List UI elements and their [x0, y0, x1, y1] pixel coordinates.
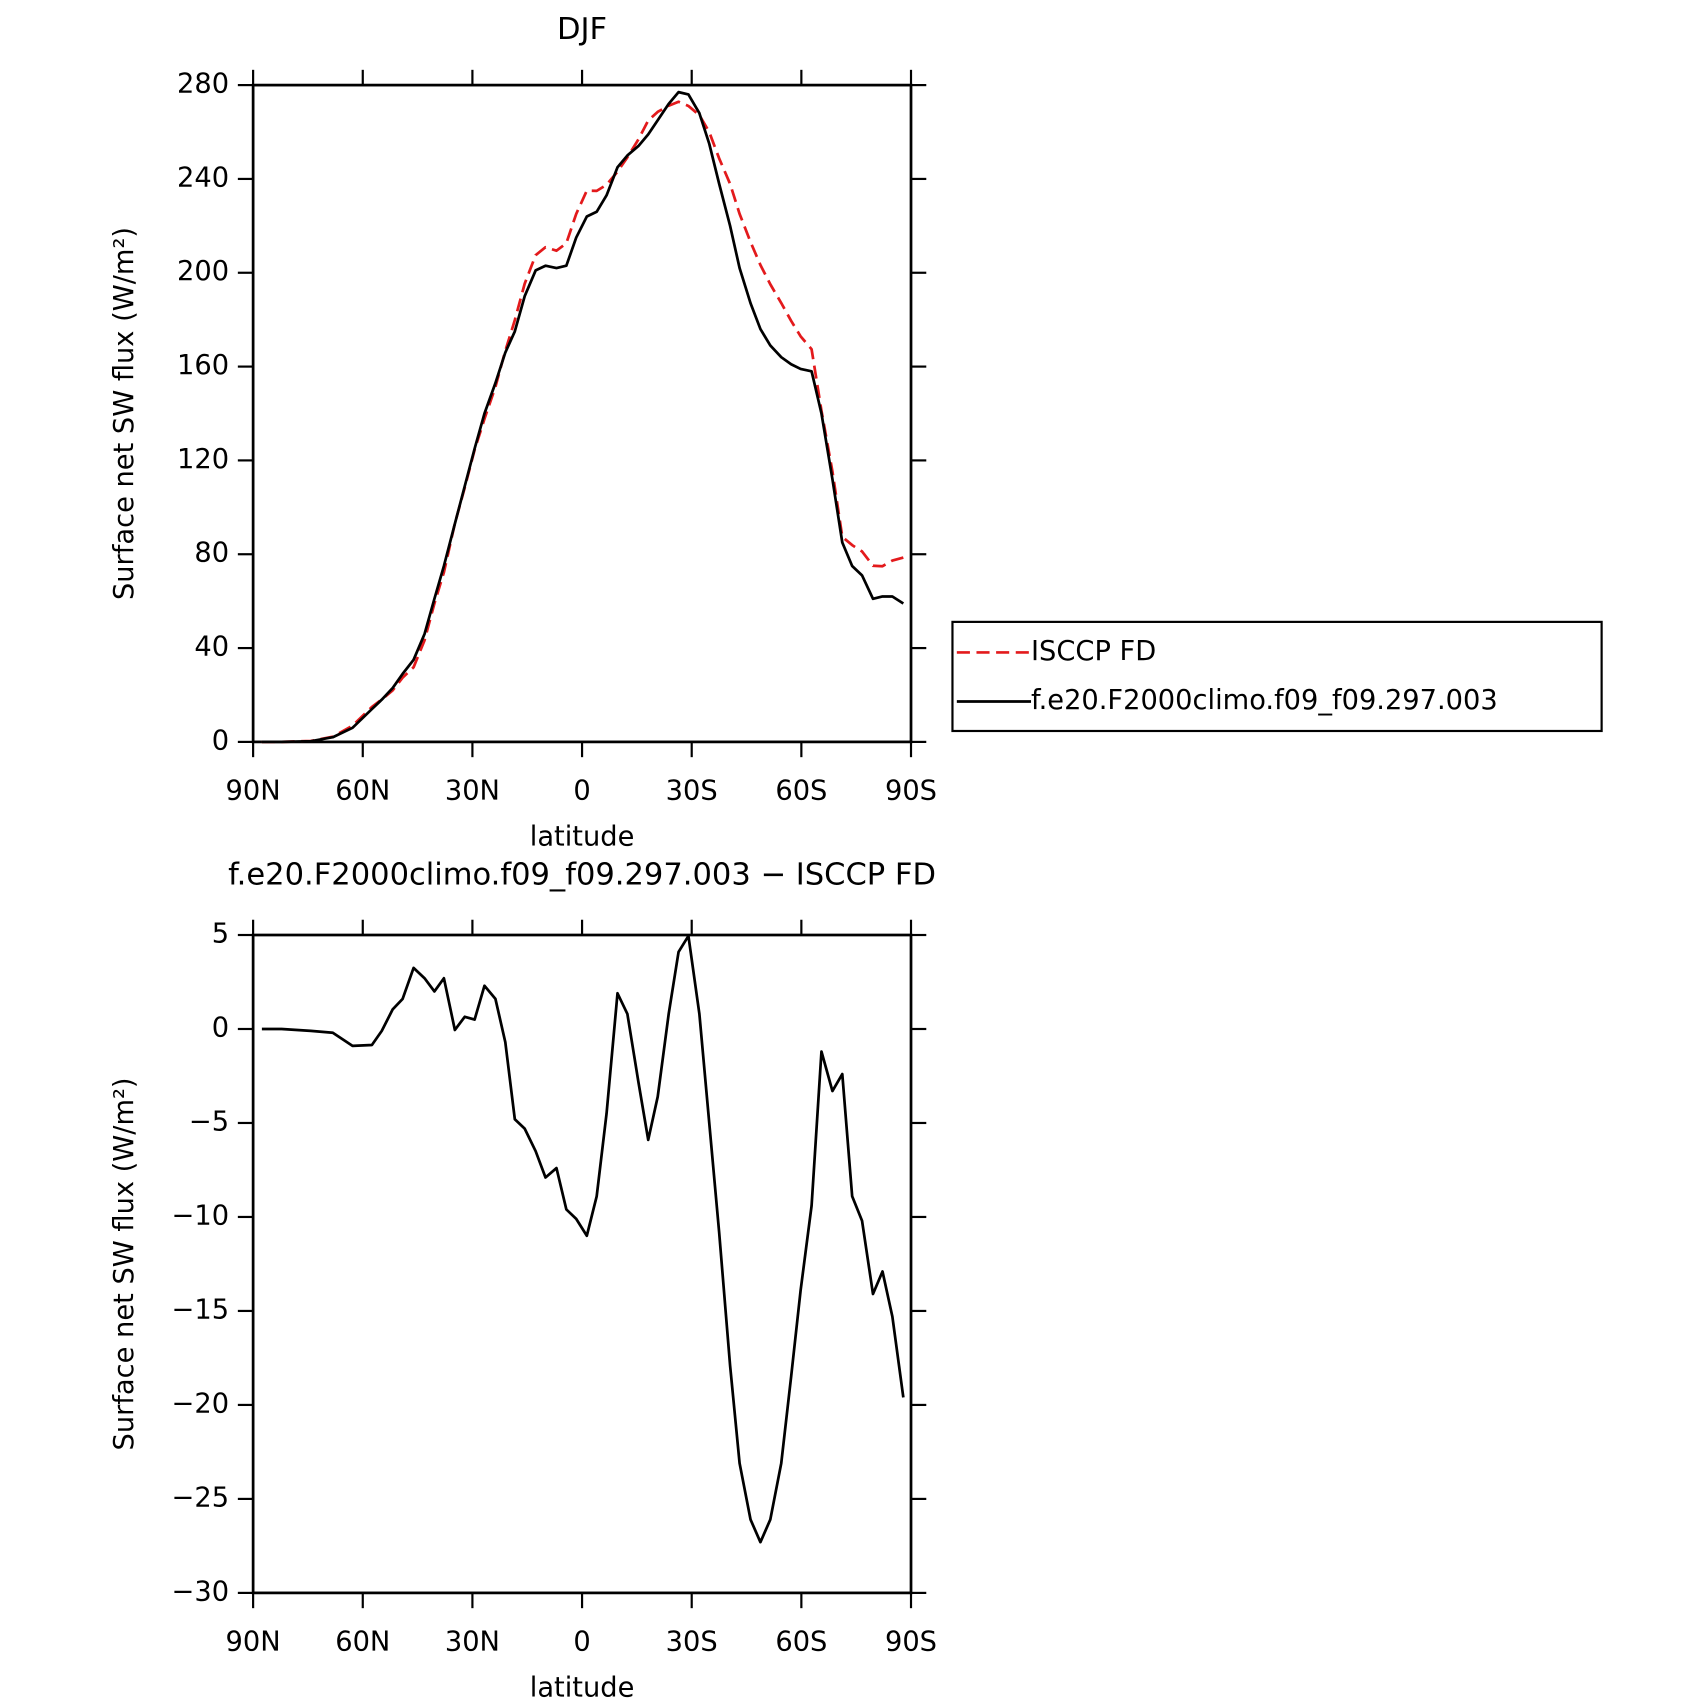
x-tick-label: 60N	[335, 776, 390, 807]
y-tick-label: −25	[172, 1482, 230, 1513]
y-tick-label: 40	[194, 632, 229, 663]
x-tick-label: 30N	[445, 776, 500, 807]
plot-frame	[251, 933, 913, 1595]
y-tick-label: 160	[177, 350, 229, 381]
chart-title: f.e20.F2000climo.f09_f09.297.003 − ISCCP…	[228, 858, 936, 893]
y-tick-label: −5	[189, 1106, 229, 1137]
y-tick-label: 0	[212, 725, 229, 756]
legend-label: ISCCP FD	[1031, 636, 1156, 667]
data-line	[261, 100, 904, 744]
data-line	[261, 934, 905, 1544]
chart-title: DJF	[557, 12, 607, 47]
x-axis-label: latitude	[530, 1672, 635, 1702]
x-tick-label: 90N	[226, 776, 281, 807]
x-tick-label: 60S	[775, 1627, 827, 1658]
x-tick-label: 0	[573, 776, 590, 807]
x-tick-label: 30S	[666, 1627, 718, 1658]
x-tick-label: 90S	[885, 776, 937, 807]
x-tick-label: 0	[573, 1627, 590, 1658]
x-tick-label: 90S	[885, 1627, 937, 1658]
y-tick-label: 240	[177, 162, 229, 193]
y-axis-label: Surface net SW flux (W/m²)	[109, 227, 140, 600]
plot-frame	[251, 83, 913, 744]
y-tick-label: 280	[177, 69, 229, 100]
y-tick-label: −20	[172, 1388, 230, 1419]
data-line	[261, 90, 905, 744]
x-axis-label: latitude	[530, 821, 635, 852]
legend-box	[951, 620, 1603, 733]
y-tick-label: 200	[177, 256, 229, 287]
y-axis-label: Surface net SW flux (W/m²)	[109, 1077, 140, 1450]
y-tick-label: −30	[172, 1576, 230, 1607]
x-tick-label: 60S	[775, 776, 827, 807]
x-tick-label: 60N	[335, 1627, 390, 1658]
legend-label: f.e20.F2000climo.f09_f09.297.003	[1031, 685, 1498, 716]
x-tick-label: 30S	[666, 776, 718, 807]
y-tick-label: 80	[194, 538, 229, 569]
x-tick-label: 30N	[445, 1627, 500, 1658]
y-tick-label: 5	[212, 919, 229, 950]
y-tick-label: 0	[212, 1012, 229, 1043]
y-tick-label: −10	[172, 1200, 230, 1231]
y-tick-label: −15	[172, 1294, 230, 1325]
y-tick-label: 120	[177, 444, 229, 475]
x-tick-label: 90N	[226, 1627, 281, 1658]
